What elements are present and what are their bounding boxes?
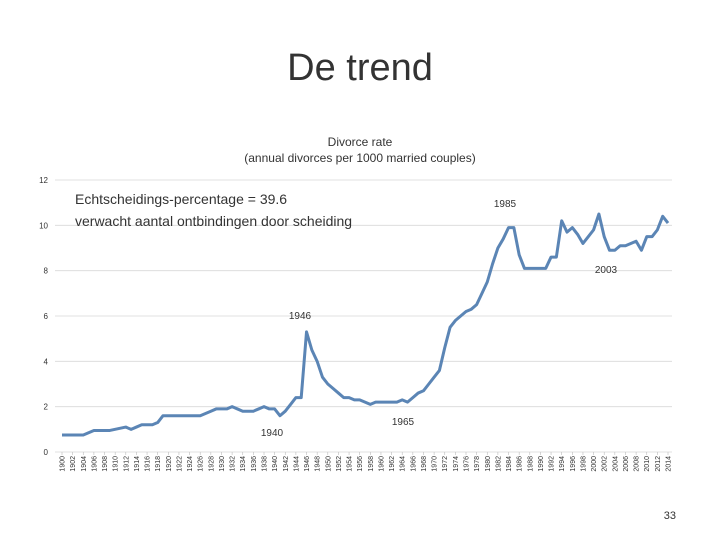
chart-subtitle: (annual divorces per 1000 married couple… bbox=[244, 151, 475, 165]
x-tick-label: 1916 bbox=[145, 456, 152, 472]
x-tick-label: 1906 bbox=[91, 456, 98, 472]
y-tick-label: 10 bbox=[39, 221, 48, 230]
x-tick-label: 1918 bbox=[155, 456, 162, 472]
x-tick-label: 2012 bbox=[655, 456, 662, 472]
x-tick-label: 1924 bbox=[187, 456, 194, 472]
x-tick-label: 1938 bbox=[262, 456, 269, 472]
annotation: Echtscheidings-percentage = 39.6 bbox=[75, 191, 287, 207]
x-tick-label: 1944 bbox=[293, 456, 300, 472]
x-tick-label: 1952 bbox=[336, 456, 343, 472]
y-tick-label: 4 bbox=[44, 357, 49, 366]
x-tick-label: 1998 bbox=[580, 456, 587, 472]
x-tick-label: 1956 bbox=[357, 456, 364, 472]
x-tick-label: 1910 bbox=[113, 456, 120, 472]
x-tick-label: 1926 bbox=[198, 456, 205, 472]
x-tick-label: 2006 bbox=[623, 456, 630, 472]
y-tick-label: 12 bbox=[39, 176, 48, 185]
x-tick-label: 2008 bbox=[634, 456, 641, 472]
x-tick-label: 1972 bbox=[442, 456, 449, 472]
x-tick-label: 1974 bbox=[453, 456, 460, 472]
x-tick-label: 1994 bbox=[559, 456, 566, 472]
x-tick-label: 1928 bbox=[208, 456, 215, 472]
x-tick-label: 1962 bbox=[389, 456, 396, 472]
x-tick-label: 1904 bbox=[81, 456, 88, 472]
x-tick-label: 1954 bbox=[347, 456, 354, 472]
x-tick-label: 2010 bbox=[644, 456, 651, 472]
annotation: verwacht aantal ontbindingen door scheid… bbox=[75, 213, 352, 229]
annotation: 1940 bbox=[261, 428, 284, 439]
x-tick-label: 1936 bbox=[251, 456, 258, 472]
x-tick-label: 1990 bbox=[538, 456, 545, 472]
x-tick-label: 1950 bbox=[325, 456, 332, 472]
x-tick-label: 2004 bbox=[612, 456, 619, 472]
annotation: 1946 bbox=[289, 311, 312, 322]
annotation: 2003 bbox=[595, 265, 618, 276]
x-tick-label: 1902 bbox=[70, 456, 77, 472]
x-tick-label: 1908 bbox=[102, 456, 109, 472]
x-tick-label: 1958 bbox=[368, 456, 375, 472]
x-tick-label: 1996 bbox=[570, 456, 577, 472]
data-line bbox=[62, 212, 670, 437]
x-tick-label: 1920 bbox=[166, 456, 173, 472]
x-tick-label: 1978 bbox=[474, 456, 481, 472]
y-tick-label: 6 bbox=[44, 312, 49, 321]
y-tick-label: 2 bbox=[44, 403, 49, 412]
annotation: 1985 bbox=[494, 199, 517, 210]
x-tick-label: 1942 bbox=[283, 456, 290, 472]
x-tick-label: 1930 bbox=[219, 456, 226, 472]
x-tick-label: 1982 bbox=[495, 456, 502, 472]
x-tick-label: 1914 bbox=[134, 456, 141, 472]
x-tick-label: 1940 bbox=[272, 456, 279, 472]
x-tick-label: 1976 bbox=[464, 456, 471, 472]
x-tick-label: 2000 bbox=[591, 456, 598, 472]
x-tick-label: 1966 bbox=[410, 456, 417, 472]
x-tick-label: 1984 bbox=[506, 456, 513, 472]
y-tick-label: 0 bbox=[44, 448, 49, 457]
x-tick-label: 1912 bbox=[123, 456, 130, 472]
x-tick-label: 2002 bbox=[602, 456, 609, 472]
x-tick-label: 1934 bbox=[240, 456, 247, 472]
x-tick-label: 1968 bbox=[421, 456, 428, 472]
x-tick-label: 1986 bbox=[517, 456, 524, 472]
page-number: 33 bbox=[664, 510, 676, 522]
y-tick-label: 8 bbox=[44, 267, 49, 276]
annotation: 1965 bbox=[392, 417, 415, 428]
x-tick-label: 1988 bbox=[527, 456, 534, 472]
x-tick-label: 1970 bbox=[432, 456, 439, 472]
x-tick-label: 1948 bbox=[315, 456, 322, 472]
x-tick-label: 1992 bbox=[549, 456, 556, 472]
slide-title: De trend bbox=[287, 47, 433, 89]
x-tick-label: 1980 bbox=[485, 456, 492, 472]
x-tick-label: 1964 bbox=[400, 456, 407, 472]
chart-title: Divorce rate bbox=[328, 135, 393, 149]
x-tick-label: 1932 bbox=[230, 456, 237, 472]
x-tick-label: 1946 bbox=[304, 456, 311, 472]
x-tick-label: 1922 bbox=[176, 456, 183, 472]
x-tick-label: 1960 bbox=[378, 456, 385, 472]
x-tick-label: 2014 bbox=[666, 456, 673, 472]
x-tick-label: 1900 bbox=[60, 456, 67, 472]
